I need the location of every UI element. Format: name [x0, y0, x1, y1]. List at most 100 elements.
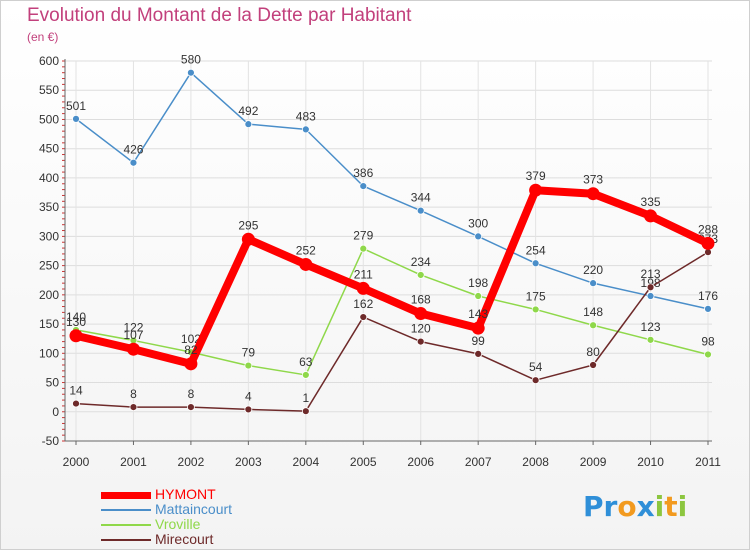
x-tick-label: 2006 — [407, 455, 434, 469]
data-label: 501 — [66, 99, 86, 113]
x-tick-label: 2009 — [580, 455, 607, 469]
data-point — [531, 376, 540, 385]
data-label: 122 — [123, 320, 143, 334]
data-point — [359, 313, 368, 321]
data-label: 198 — [468, 276, 488, 290]
y-tick-label: 100 — [39, 346, 59, 360]
legend-label: Mattaincourt — [155, 501, 233, 517]
data-point — [474, 349, 483, 358]
data-label: 492 — [238, 104, 258, 118]
logo-letter: t — [664, 490, 678, 523]
data-label: 80 — [586, 345, 600, 359]
y-tick-label: 400 — [39, 171, 59, 185]
data-point — [529, 183, 543, 197]
data-label: 279 — [353, 229, 373, 243]
data-point — [129, 158, 138, 167]
data-label: 102 — [181, 332, 201, 346]
data-label: 300 — [468, 216, 488, 230]
data-label: 130 — [66, 315, 86, 329]
data-label: 175 — [526, 289, 546, 303]
data-label: 234 — [411, 255, 431, 269]
data-point — [416, 271, 425, 279]
data-label: 254 — [526, 243, 546, 257]
data-point — [416, 206, 425, 215]
data-point — [187, 403, 195, 411]
legend-label: HYMONT — [155, 486, 216, 502]
data-point — [646, 292, 655, 300]
x-tick-label: 2010 — [637, 455, 664, 469]
data-label: 483 — [296, 109, 316, 123]
y-tick-label: 250 — [39, 259, 59, 273]
logo-letter: r — [603, 490, 618, 523]
data-point — [471, 321, 485, 335]
data-point — [646, 283, 655, 292]
legend-label: Mirecourt — [155, 531, 214, 547]
data-point — [301, 125, 310, 134]
data-point — [589, 279, 597, 288]
data-point — [301, 371, 310, 379]
data-label: 168 — [411, 293, 431, 307]
series-line-mattaincourt — [75, 71, 709, 310]
legend-swatch — [101, 491, 151, 499]
data-point — [589, 321, 597, 330]
y-tick-label: 500 — [39, 112, 59, 126]
chart-title: Evolution du Montant de la Dette par Hab… — [27, 5, 412, 26]
x-tick-label: 2000 — [63, 455, 90, 469]
data-label: 252 — [296, 243, 316, 257]
data-label: 14 — [69, 384, 83, 398]
data-point — [299, 257, 313, 271]
logo-letter: i — [654, 490, 665, 523]
data-label: 143 — [468, 307, 488, 321]
data-label: 120 — [411, 322, 431, 336]
data-label: 213 — [641, 267, 661, 281]
data-point — [244, 405, 253, 414]
data-point — [414, 307, 428, 321]
data-point — [244, 361, 253, 370]
legend-swatch — [101, 509, 151, 511]
legend-label: Vroville — [155, 516, 201, 532]
data-label: 123 — [641, 320, 661, 334]
data-point — [301, 407, 310, 416]
data-point — [474, 232, 483, 241]
data-point — [644, 209, 658, 223]
data-label: 220 — [583, 263, 603, 277]
data-label: 162 — [353, 297, 373, 311]
x-tick-label: 2005 — [350, 455, 377, 469]
data-point — [646, 335, 655, 344]
data-point — [241, 232, 255, 246]
y-tick-label: 550 — [39, 83, 59, 97]
data-point — [704, 350, 712, 359]
data-label: 54 — [529, 360, 543, 374]
data-point — [69, 329, 83, 343]
legend-swatch — [101, 524, 151, 526]
x-tick-label: 2004 — [292, 455, 319, 469]
data-label: 426 — [123, 143, 143, 157]
y-tick-label: 600 — [39, 54, 59, 68]
data-label: 580 — [181, 53, 201, 67]
data-label: 211 — [354, 267, 373, 281]
y-tick-label: -50 — [42, 434, 60, 448]
data-label: 63 — [299, 355, 313, 369]
data-label: 98 — [701, 334, 715, 348]
data-label: 4 — [245, 389, 252, 403]
data-label: 288 — [698, 222, 718, 236]
y-tick-label: 350 — [39, 200, 59, 214]
logo-letter: x — [636, 490, 655, 523]
y-tick-label: 450 — [39, 142, 59, 156]
logo-letter: P — [583, 490, 604, 523]
proxiti-logo: Proxiti — [583, 490, 687, 523]
series-line-mirecourt — [75, 251, 709, 412]
data-point — [586, 187, 600, 201]
data-label: 107 — [123, 328, 143, 342]
data-label: 8 — [188, 387, 195, 401]
y-tick-label: 200 — [39, 288, 59, 302]
data-label: 295 — [238, 218, 258, 232]
data-label: 373 — [583, 173, 603, 187]
y-tick-label: 150 — [39, 317, 59, 331]
data-label: 79 — [242, 346, 256, 360]
data-label: 148 — [583, 305, 603, 319]
data-label: 82 — [184, 343, 198, 357]
data-label: 335 — [641, 195, 661, 209]
